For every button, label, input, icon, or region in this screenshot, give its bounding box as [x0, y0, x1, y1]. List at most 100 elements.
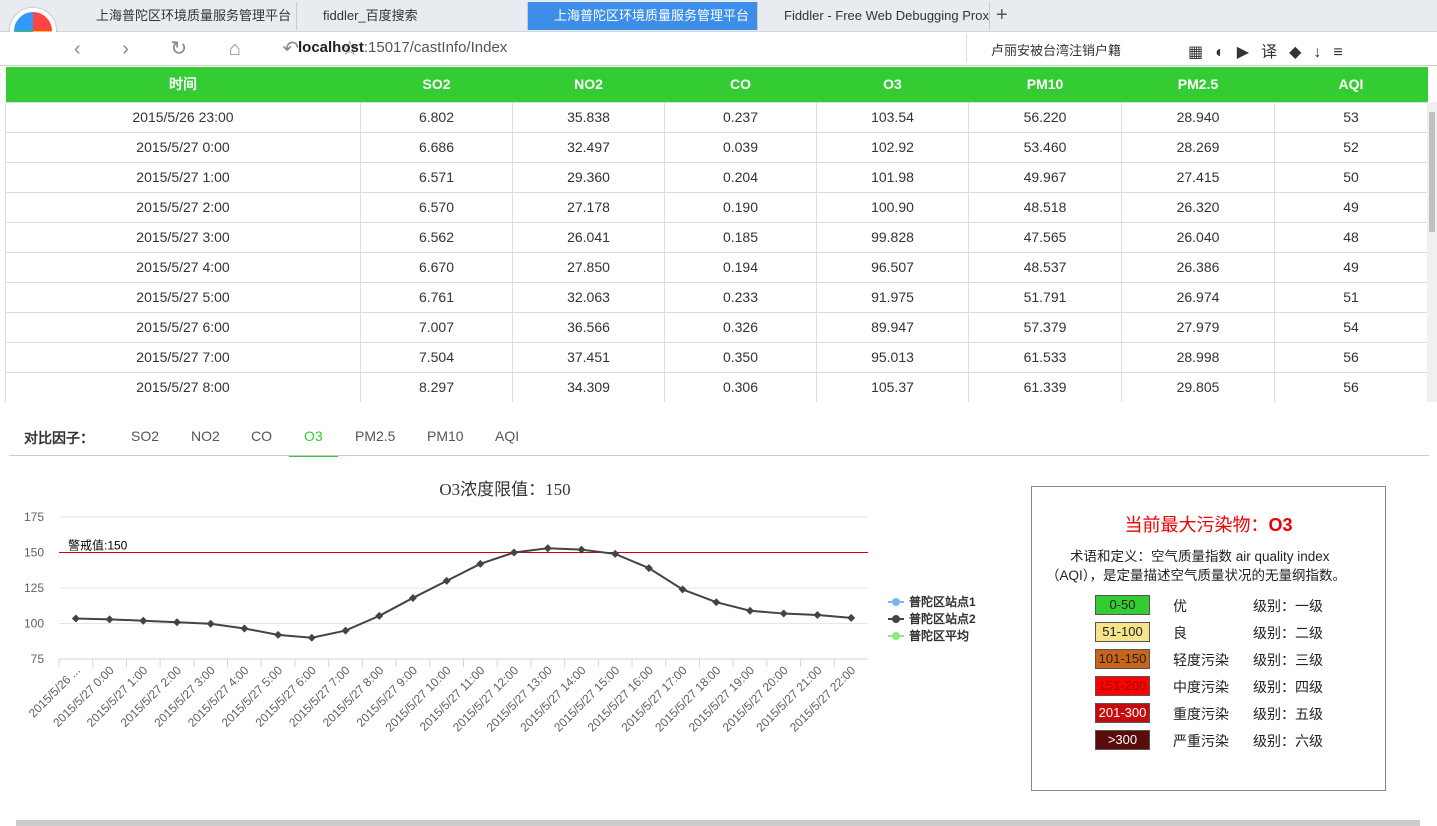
url[interactable]: localhost:15017/castInfo/Index	[298, 39, 507, 56]
factor-tab[interactable]: PM10	[427, 428, 464, 444]
legend-label: 普陀区平均	[909, 628, 969, 643]
url-host: localhost	[298, 39, 364, 56]
data-cell: 100.90	[816, 191, 969, 223]
data-cell: 49	[1274, 191, 1428, 223]
level-grade: 级别：一级	[1253, 598, 1323, 614]
data-row: 2015/5/27 6:00 7.007 36.566 0.326 89.947 57.3…	[5, 311, 1428, 343]
factor-tab[interactable]: AQI	[495, 428, 520, 444]
data-cell: 2015/5/27 5:00	[5, 281, 361, 313]
data-cell: 6.571	[360, 161, 513, 193]
data-cell: 27.850	[512, 251, 665, 283]
data-cell: 2015/5/27 8:00	[5, 371, 361, 402]
data-cell: 6.802	[360, 101, 513, 133]
factor-tab[interactable]: NO2	[191, 428, 220, 444]
data-cell: 96.507	[816, 251, 969, 283]
data-cell: 91.975	[816, 281, 969, 313]
data-cell: 0.326	[664, 311, 817, 343]
level-name: 良	[1173, 625, 1187, 641]
data-cell: 102.92	[816, 131, 969, 163]
level-grade: 级别：三级	[1253, 652, 1323, 668]
data-point	[341, 626, 350, 635]
info-title: 当前最大污染物：O3	[1032, 511, 1385, 537]
address-bar	[0, 32, 1437, 66]
scrollbar[interactable]	[1427, 102, 1437, 402]
data-cell: 0.194	[664, 251, 817, 283]
data-cell: 50	[1274, 161, 1428, 193]
data-cell: 26.386	[1121, 251, 1275, 283]
data-cell: 48	[1274, 221, 1428, 253]
data-point	[206, 619, 215, 628]
factor-tab[interactable]: PM2.5	[355, 428, 396, 444]
data-point	[847, 613, 856, 622]
data-cell: 2015/5/27 4:00	[5, 251, 361, 283]
data-cell: 101.98	[816, 161, 969, 193]
url-path: :15017/castInfo/Index	[363, 39, 508, 56]
data-cell: 6.562	[360, 221, 513, 253]
data-point	[307, 633, 316, 642]
data-cell: 105.37	[816, 371, 969, 402]
level-swatch: 201-300	[1095, 703, 1150, 723]
factor-tab[interactable]: SO2	[131, 428, 160, 444]
level-swatch: 151-200	[1095, 676, 1150, 696]
new-tab[interactable]: +	[996, 4, 1008, 26]
factor-tab[interactable]: O3	[304, 428, 323, 444]
data-cell: 61.533	[968, 341, 1122, 373]
data-point	[779, 609, 788, 618]
data-cell: 27.415	[1121, 161, 1275, 193]
nav-buttons[interactable]: ‹ › ↻ ⌂ ↶ ☆	[74, 38, 377, 60]
data-row: 2015/5/27 0:00 6.686 32.497 0.039 102.92 53.4…	[5, 131, 1428, 163]
data-point	[746, 606, 755, 615]
data-cell: 56	[1274, 341, 1428, 373]
data-cell: 51.791	[968, 281, 1122, 313]
data-cell: 28.269	[1121, 131, 1275, 163]
data-cell: 27.979	[1121, 311, 1275, 343]
data-cell: 36.566	[512, 311, 665, 343]
browser-tab[interactable]: fiddler_百度搜索	[297, 2, 528, 30]
search-box[interactable]: 卢丽安被台湾注销户籍	[966, 34, 1174, 62]
browser-tab[interactable]: Fiddler - Free Web Debugging Proxy	[758, 2, 990, 30]
data-cell: 54	[1274, 311, 1428, 343]
toolbar-icons[interactable]: ▦◐▶译◆↓≡	[1188, 44, 1355, 61]
data-point	[274, 630, 283, 639]
data-cell: 47.565	[968, 221, 1122, 253]
data-cell: 99.828	[816, 221, 969, 253]
level-name: 优	[1173, 598, 1187, 614]
data-cell: 48.518	[968, 191, 1122, 223]
data-cell: 2015/5/27 0:00	[5, 131, 361, 163]
data-cell: 103.54	[816, 101, 969, 133]
level-grade: 级别：二级	[1253, 625, 1323, 641]
data-cell: 61.339	[968, 371, 1122, 402]
header-cell: PM10	[968, 67, 1122, 102]
level-swatch: 101-150	[1095, 649, 1150, 669]
level-grade: 级别：四级	[1253, 679, 1323, 695]
legend-dot	[892, 615, 900, 623]
factor-tab[interactable]: CO	[251, 428, 272, 444]
data-cell: 28.940	[1121, 101, 1275, 133]
browser-tab[interactable]: 上海普陀区环境质量服务管理平台	[528, 2, 758, 30]
data-cell: 56.220	[968, 101, 1122, 133]
data-cell: 2015/5/26 23:00	[5, 101, 361, 133]
data-row: 2015/5/26 23:00 6.802 35.838 0.237 103.54 56.…	[5, 101, 1428, 133]
data-cell: 0.185	[664, 221, 817, 253]
h-scrollbar[interactable]	[16, 820, 1420, 826]
factor-label: 对比因子：	[24, 430, 94, 446]
browser-tab[interactable]: 上海普陀区环境质量服务管理平台	[70, 2, 297, 30]
data-point	[105, 615, 114, 624]
data-cell: 28.998	[1121, 341, 1275, 373]
data-point	[408, 593, 417, 602]
data-cell: 2015/5/27 3:00	[5, 221, 361, 253]
data-point	[510, 548, 519, 557]
data-cell: 29.805	[1121, 371, 1275, 402]
data-cell: 7.504	[360, 341, 513, 373]
data-cell: 49.967	[968, 161, 1122, 193]
data-point	[644, 564, 653, 573]
data-cell: 29.360	[512, 161, 665, 193]
level-name: 重度污染	[1173, 706, 1229, 722]
y-tick-label: 125	[24, 581, 44, 595]
info-definition: 术语和定义：空气质量指数 air quality index（AQI），是定量描…	[1046, 549, 1347, 583]
legend-label: 普陀区站点2	[909, 611, 976, 626]
data-row: 2015/5/27 1:00 6.571 29.360 0.204 101.98 49.9…	[5, 161, 1428, 193]
data-cell: 0.233	[664, 281, 817, 313]
data-cell: 7.007	[360, 311, 513, 343]
